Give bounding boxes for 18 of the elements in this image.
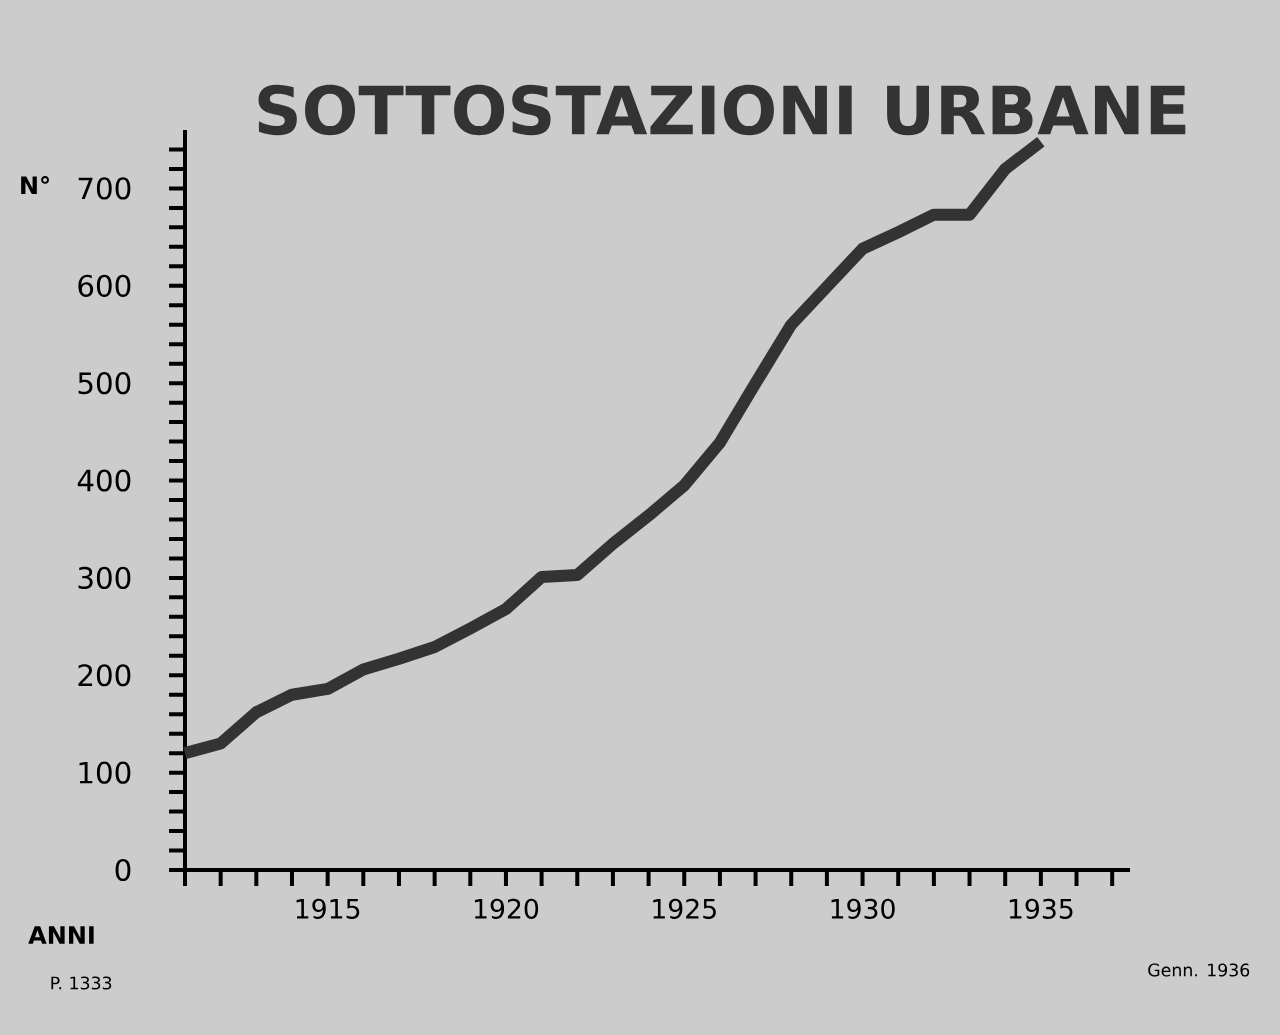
x-tick-label: 1920 <box>474 898 539 919</box>
x-axis-title: ANNI <box>28 926 94 944</box>
x-tick-label: 1930 <box>831 898 895 919</box>
y-tick-label: 400 <box>77 469 131 492</box>
chart-title: SOTTOSTAZIONI URBANE <box>258 84 1186 136</box>
y-tick-label: 700 <box>78 177 131 200</box>
x-tick-label: 1925 <box>653 898 716 919</box>
text: Genn. 1936 <box>1148 963 1250 977</box>
y-tick-label: 500 <box>78 372 131 395</box>
y-tick-label: 600 <box>78 274 131 297</box>
y-tick-label: 0 <box>115 858 131 882</box>
y-axis-title: N° <box>21 175 49 194</box>
y-tick-label: 200 <box>78 664 131 687</box>
y-tick-label: 300 <box>78 566 131 589</box>
text: P. 1333 <box>51 976 112 990</box>
x-tick-label: 1935 <box>1009 898 1073 919</box>
y-tick-label: 100 <box>79 761 131 784</box>
x-tick-label: 1915 <box>296 898 360 919</box>
